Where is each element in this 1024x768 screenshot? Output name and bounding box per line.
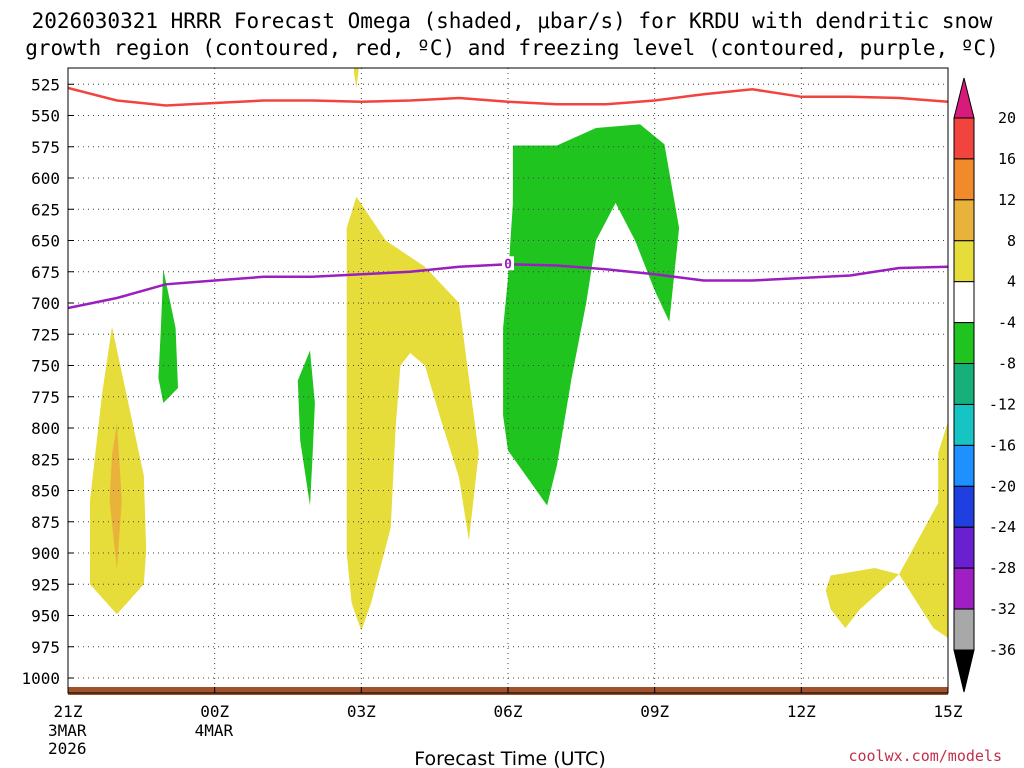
colorbar-bottom-triangle: [953, 649, 975, 693]
colorbar-segment: [953, 608, 975, 651]
y-tick-label: 750: [31, 357, 60, 376]
colorbar-label: -12: [989, 395, 1016, 413]
colorbar-segment: [953, 240, 975, 283]
colorbar-label: 8: [1007, 232, 1016, 250]
y-tick-label: 525: [31, 75, 60, 94]
x-tick-sublabel: 3MAR: [48, 721, 87, 740]
colorbar-segment: [953, 567, 975, 610]
colorbar-label: -24: [989, 518, 1016, 536]
colorbar-label: -4: [998, 314, 1016, 332]
y-tick-label: 875: [31, 513, 60, 532]
colorbar-label: -36: [989, 641, 1016, 659]
x-tick-label: 09Z: [640, 702, 669, 721]
chart-title-line-1: 2026030321 HRRR Forecast Omega (shaded, …: [32, 9, 993, 33]
colorbar-top-triangle: [953, 77, 975, 119]
colorbar-label: -8: [998, 355, 1016, 373]
grid-lines: [68, 68, 948, 693]
y-tick-label: 675: [31, 263, 60, 282]
x-tick-label: 21Z: [54, 702, 83, 721]
colorbar-label: 20: [998, 109, 1016, 127]
colorbar-segment: [953, 281, 975, 324]
colorbar: 20 16 12 8 4 -4 -8 -12 -16 -20 -24 -28 -32 -36: [953, 77, 1016, 693]
colorbar-label: -16: [989, 436, 1016, 454]
y-axis-ticks: 525 550 575 600 625 650 675 700 725 750 775 800 825 8…: [21, 75, 74, 688]
colorbar-label: 4: [1007, 273, 1016, 291]
x-axis-label: Forecast Time (UTC): [414, 748, 605, 768]
y-tick-label: 900: [31, 544, 60, 563]
x-tick-label: 03Z: [347, 702, 376, 721]
credit-text: coolwx.com/models: [848, 747, 1002, 765]
colorbar-segment: [953, 117, 975, 160]
colorbar-label: -20: [989, 477, 1016, 495]
colorbar-segment: [953, 363, 975, 405]
x-tick-label: 12Z: [787, 702, 816, 721]
y-tick-label: 1000: [21, 669, 60, 688]
colorbar-segment: [953, 403, 975, 446]
y-tick-label: 725: [31, 325, 60, 344]
x-tick-label: 00Z: [200, 702, 229, 721]
omega-region-7: [297, 350, 315, 506]
y-tick-label: 575: [31, 138, 60, 157]
colorbar-label: 16: [998, 150, 1016, 168]
contour-label-bg: [502, 256, 514, 271]
dendritic-growth-contour: [68, 86, 948, 107]
x-tick-sublabel: 4MAR: [195, 721, 234, 740]
colorbar-segment: [953, 158, 975, 201]
x-tick-year-label: 2026: [48, 739, 87, 758]
y-tick-label: 925: [31, 575, 60, 594]
omega-region-8: [503, 124, 680, 506]
colorbar-segment: [953, 444, 975, 487]
y-tick-label: 600: [31, 169, 60, 188]
y-tick-label: 850: [31, 482, 60, 501]
colorbar-segment: [953, 199, 975, 242]
x-tick-label: 06Z: [494, 702, 523, 721]
y-tick-label: 775: [31, 388, 60, 407]
colorbar-label: -28: [989, 559, 1016, 577]
y-tick-label: 950: [31, 607, 60, 626]
x-tick-label: 15Z: [934, 702, 963, 721]
y-tick-label: 700: [31, 294, 60, 313]
chart-title-line-2: growth region (contoured, red, ºC) and f…: [25, 36, 999, 60]
colorbar-segment: [953, 322, 975, 365]
y-tick-label: 800: [31, 419, 60, 438]
colorbar-label: -32: [989, 600, 1016, 618]
colorbar-segment: [953, 526, 975, 569]
colorbar-label: 12: [998, 191, 1016, 209]
omega-region-3: [346, 196, 479, 631]
omega-region-4: [825, 568, 900, 628]
freezing-level-label: 0: [504, 257, 512, 272]
omega-region-2: [354, 68, 359, 88]
contour-lines: 0: [68, 86, 948, 310]
omega-region-5: [899, 421, 948, 638]
y-tick-label: 825: [31, 450, 60, 469]
colorbar-segment: [953, 485, 975, 528]
y-tick-label: 625: [31, 200, 60, 219]
y-tick-label: 550: [31, 107, 60, 126]
y-tick-label: 975: [31, 638, 60, 657]
y-tick-label: 650: [31, 232, 60, 251]
